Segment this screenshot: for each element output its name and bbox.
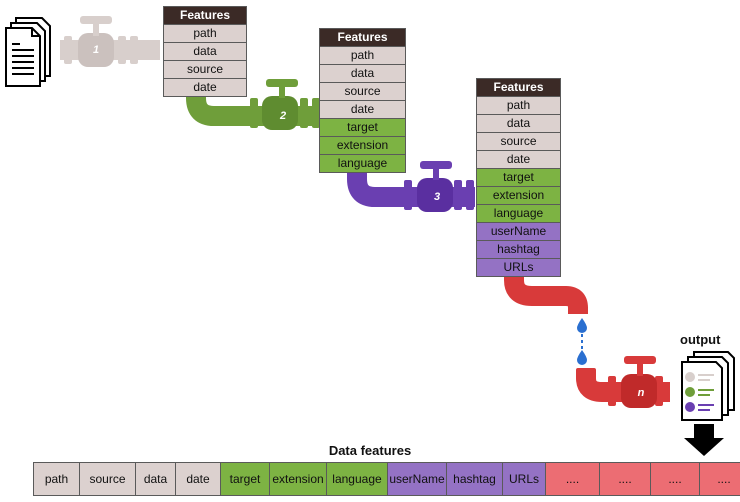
- feature-extension: extension: [320, 137, 405, 155]
- feature-data: data: [477, 115, 560, 133]
- strip-ellipsis: ....: [651, 463, 700, 495]
- feature-path: path: [164, 25, 246, 43]
- features-table-3: Features path data source date target ex…: [476, 78, 561, 277]
- strip-data: data: [136, 463, 176, 495]
- output-label: output: [680, 332, 720, 347]
- strip-source: source: [80, 463, 136, 495]
- output-documents-icon: [682, 352, 734, 420]
- drops-icon: [577, 318, 587, 365]
- feature-language: language: [477, 205, 560, 223]
- strip-hashtag: hashtag: [447, 463, 503, 495]
- feature-urls: URLs: [477, 259, 560, 276]
- feature-data: data: [164, 43, 246, 61]
- feature-hashtag: hashtag: [477, 241, 560, 259]
- features-table-1: Features path data source date: [163, 6, 247, 97]
- valve-n-label: n: [638, 387, 645, 399]
- feature-data: data: [320, 65, 405, 83]
- feature-date: date: [320, 101, 405, 119]
- feature-target: target: [477, 169, 560, 187]
- feature-target: target: [320, 119, 405, 137]
- strip-ellipsis: ....: [600, 463, 651, 495]
- strip-urls: URLs: [503, 463, 546, 495]
- strip-target: target: [221, 463, 270, 495]
- feature-date: date: [164, 79, 246, 96]
- strip-extension: extension: [270, 463, 327, 495]
- strip-username: userName: [388, 463, 447, 495]
- input-documents-icon: [6, 18, 50, 86]
- feature-path: path: [477, 97, 560, 115]
- features-table-header: Features: [164, 7, 246, 25]
- feature-extension: extension: [477, 187, 560, 205]
- feature-date: date: [477, 151, 560, 169]
- valve-3-label: 3: [434, 191, 440, 203]
- features-table-header: Features: [477, 79, 560, 97]
- features-table-2: Features path data source date target ex…: [319, 28, 406, 173]
- feature-username: userName: [477, 223, 560, 241]
- features-table-header: Features: [320, 29, 405, 47]
- feature-language: language: [320, 155, 405, 172]
- valve-2-label: 2: [279, 110, 286, 122]
- feature-source: source: [320, 83, 405, 101]
- valve-n-icon: n: [576, 356, 670, 408]
- feature-path: path: [320, 47, 405, 65]
- data-features-title: Data features: [0, 443, 740, 458]
- valve-1-icon: 1: [60, 16, 160, 67]
- strip-path: path: [34, 463, 80, 495]
- strip-ellipsis: ....: [546, 463, 600, 495]
- strip-ellipsis: ....: [700, 463, 740, 495]
- feature-source: source: [164, 61, 246, 79]
- valve-1-label: 1: [93, 44, 99, 56]
- strip-date: date: [176, 463, 221, 495]
- strip-language: language: [327, 463, 388, 495]
- feature-source: source: [477, 133, 560, 151]
- data-features-strip: path source data date target extension l…: [33, 462, 740, 496]
